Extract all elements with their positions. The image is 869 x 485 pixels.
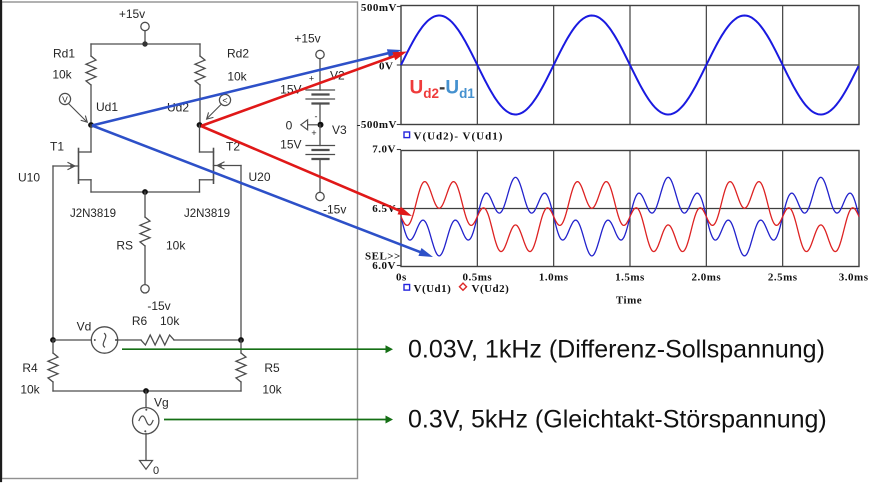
svg-text:0: 0 — [286, 119, 293, 133]
svg-text:V(Ud2)- V(Ud1): V(Ud2)- V(Ud1) — [414, 131, 504, 143]
svg-text:U20: U20 — [248, 170, 270, 184]
svg-text:-: - — [315, 112, 318, 122]
svg-text:T1: T1 — [50, 140, 64, 154]
svg-text:+15v: +15v — [119, 7, 145, 21]
svg-text:-500mV: -500mV — [357, 119, 397, 131]
svg-text:T2: T2 — [226, 140, 240, 154]
svg-text:R4: R4 — [22, 361, 38, 375]
svg-text:+: + — [309, 74, 314, 84]
svg-text:V(Ud1): V(Ud1) — [414, 283, 452, 295]
svg-text:0V: 0V — [379, 61, 393, 73]
svg-text:Rd2: Rd2 — [227, 47, 249, 61]
svg-text:0.03V, 1kHz (Differenz-Sollspa: 0.03V, 1kHz (Differenz-Sollspannung) — [408, 336, 825, 364]
svg-text:10k: 10k — [20, 383, 40, 397]
svg-text:Ud1: Ud1 — [96, 100, 118, 114]
svg-text:1.5ms: 1.5ms — [615, 272, 645, 284]
svg-text:R5: R5 — [264, 361, 280, 375]
svg-text:SEL>>: SEL>> — [365, 251, 401, 263]
svg-text:Rd1: Rd1 — [53, 47, 75, 61]
svg-text:RS: RS — [116, 239, 133, 253]
svg-text:500mV: 500mV — [361, 2, 397, 14]
svg-text:Vg: Vg — [154, 396, 169, 410]
svg-text:+: + — [311, 128, 316, 138]
svg-text:J2N3819: J2N3819 — [184, 208, 230, 220]
svg-text:0.5ms: 0.5ms — [462, 272, 492, 284]
svg-text:J2N3819: J2N3819 — [70, 208, 116, 220]
svg-text:0: 0 — [153, 465, 159, 477]
svg-text:+15v: +15v — [294, 32, 320, 46]
svg-text:0s: 0s — [396, 272, 407, 284]
svg-text:7.0V: 7.0V — [372, 144, 396, 156]
svg-text:0.3V, 5kHz (Gleichtakt-Störspa: 0.3V, 5kHz (Gleichtakt-Störspannung) — [408, 406, 827, 434]
svg-text:15V: 15V — [280, 83, 301, 97]
svg-text:10k: 10k — [262, 383, 282, 397]
svg-text:U10: U10 — [18, 171, 40, 185]
svg-text:15V: 15V — [280, 138, 301, 152]
svg-text:10k: 10k — [52, 68, 72, 82]
svg-text:R6: R6 — [132, 314, 148, 328]
svg-text:10k: 10k — [166, 239, 186, 253]
svg-text:2.5ms: 2.5ms — [768, 272, 798, 284]
svg-text:2.0ms: 2.0ms — [691, 272, 721, 284]
svg-text:V3: V3 — [332, 123, 347, 137]
svg-text:Time: Time — [616, 295, 642, 307]
svg-text:3.0ms: 3.0ms — [839, 272, 869, 284]
svg-text:10k: 10k — [160, 314, 180, 328]
svg-text:10k: 10k — [227, 70, 247, 84]
svg-text:-15v: -15v — [147, 299, 170, 313]
svg-text:V(Ud2): V(Ud2) — [472, 283, 510, 295]
svg-text:-15v: -15v — [323, 203, 346, 217]
svg-text:Vd: Vd — [77, 320, 92, 334]
svg-text:1.0ms: 1.0ms — [539, 272, 569, 284]
svg-text:<: < — [222, 95, 227, 105]
svg-text:V: V — [62, 94, 68, 104]
svg-text:6.0V: 6.0V — [372, 260, 396, 272]
